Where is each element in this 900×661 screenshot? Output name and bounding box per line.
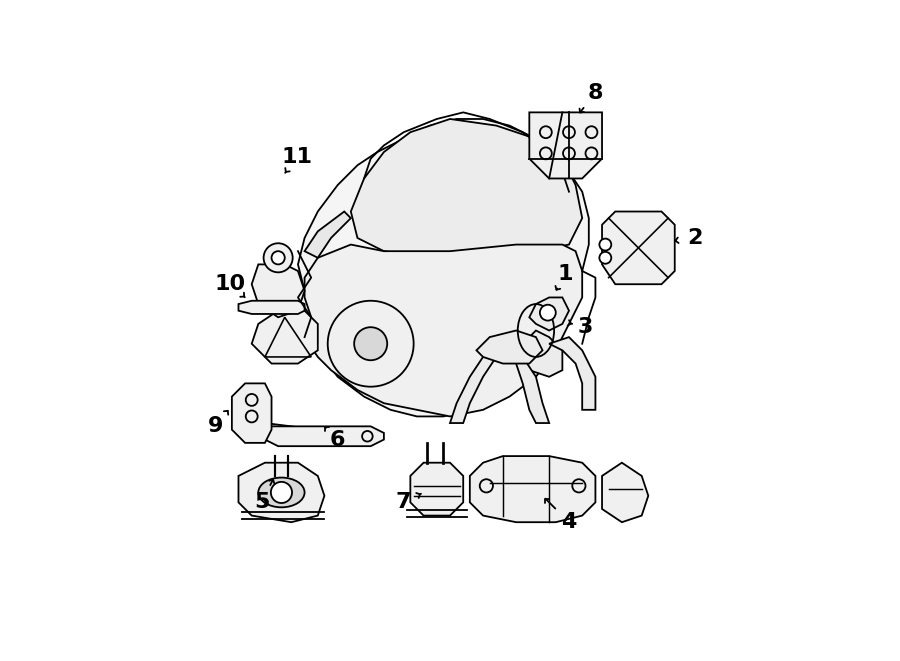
Polygon shape: [549, 337, 596, 410]
Polygon shape: [529, 297, 569, 330]
Text: 3: 3: [578, 317, 593, 337]
Polygon shape: [476, 330, 543, 364]
Polygon shape: [252, 264, 304, 317]
Text: 7: 7: [396, 492, 411, 512]
Text: 11: 11: [281, 147, 312, 167]
Text: 6: 6: [330, 430, 346, 449]
Text: 1: 1: [558, 264, 573, 284]
Polygon shape: [516, 357, 549, 423]
Polygon shape: [470, 456, 596, 522]
Polygon shape: [265, 426, 384, 446]
Text: 4: 4: [562, 512, 577, 532]
Polygon shape: [602, 463, 648, 522]
Polygon shape: [232, 383, 272, 443]
Polygon shape: [238, 463, 324, 522]
Polygon shape: [238, 301, 304, 314]
Polygon shape: [298, 119, 589, 416]
Polygon shape: [602, 212, 675, 284]
Text: 10: 10: [215, 274, 246, 294]
Polygon shape: [265, 423, 371, 443]
Circle shape: [264, 243, 292, 272]
Polygon shape: [410, 463, 464, 516]
Circle shape: [599, 239, 611, 251]
Polygon shape: [252, 311, 318, 364]
Polygon shape: [304, 245, 582, 416]
Polygon shape: [304, 212, 351, 258]
Ellipse shape: [258, 477, 304, 508]
Circle shape: [599, 252, 611, 264]
Circle shape: [355, 327, 387, 360]
Text: 5: 5: [254, 492, 269, 512]
Polygon shape: [351, 119, 582, 258]
Text: 9: 9: [208, 416, 223, 436]
Circle shape: [271, 482, 292, 503]
Polygon shape: [516, 330, 562, 377]
Polygon shape: [529, 112, 602, 178]
Circle shape: [540, 305, 556, 321]
Text: 8: 8: [588, 83, 603, 102]
Text: 2: 2: [687, 228, 702, 248]
Polygon shape: [450, 357, 496, 423]
Circle shape: [272, 251, 284, 264]
